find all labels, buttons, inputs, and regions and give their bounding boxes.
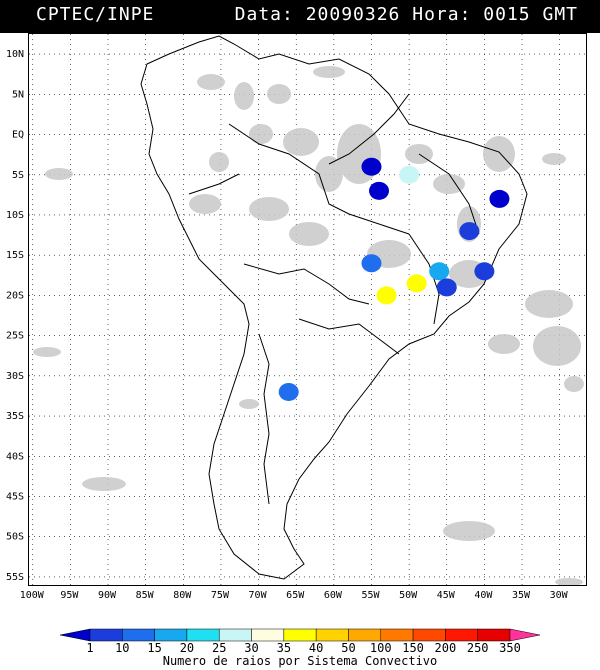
colorbar-segments [59,628,541,642]
longitude-label: 80W [173,590,192,601]
colorbar-segment [348,628,382,642]
latitude-label: 40S [6,451,24,462]
colorbar-segment [251,628,285,642]
storm-cell [459,222,480,241]
longitude-label: 95W [60,590,79,601]
latitude-labels: 10N 5N EQ 5S 10S 15S 20S 25S 30S 35S 40S 45S 50S 55S [6,49,24,583]
time-label: Hora: [412,4,472,25]
colorbar-segment [154,628,188,642]
date-value: 20090326 [305,4,401,25]
latitude-label: 50S [6,532,24,543]
colorbar-value-label: 250 [467,641,489,655]
colorbar-value-label: 50 [341,641,355,655]
storm-cell [406,274,427,293]
colorbar-max-arrow [509,628,541,642]
storm-cell [361,157,382,176]
longitude-label: 55W [361,590,380,601]
colorbar-segment [315,628,349,642]
colorbar-value-label: 15 [147,641,161,655]
colorbar-min-arrow [59,628,91,642]
longitude-label: 90W [98,590,117,601]
colorbar-labels: 1 10 15 20 25 30 35 40 50 100 150 200 250 350 [86,641,520,655]
longitude-label: 60W [324,590,343,601]
colorbar-value-label: 200 [435,641,457,655]
colorbar-value-label: 40 [309,641,323,655]
latitude-label: EQ [12,130,24,141]
storm-cell [474,262,495,281]
colorbar-value-label: 35 [277,641,291,655]
longitude-label: 85W [136,590,155,601]
colorbar-value-label: 100 [370,641,392,655]
latitude-label: 15S [6,250,24,261]
storm-cell [278,382,299,401]
latitude-label: 5N [12,89,24,100]
latitude-label: 10N [6,49,24,60]
colorbar-segment [445,628,478,642]
longitude-label: 100W [20,590,45,601]
graticule [29,34,586,585]
time-value: 0015 [483,4,531,25]
colorbar-segment [186,628,220,642]
colorbar-value-label: 20 [180,641,194,655]
longitude-label: 65W [286,590,305,601]
colorbar-value-label: 10 [115,641,129,655]
storm-cell [369,181,390,200]
source-title: CPTEC/INPE [36,4,155,25]
latitude-label: 10S [6,210,24,221]
longitude-label: 40W [474,590,493,601]
colorbar-caption: Numero de raios por Sistema Convectivo [162,654,438,668]
storm-cell [376,286,397,305]
timestamp-title: Data: 20090326 Hora: 0015 GMT [235,4,578,25]
colorbar-segment [218,628,252,642]
longitude-label: 30W [550,590,569,601]
date-label: Data: [234,4,294,25]
latitude-label: 45S [6,492,24,503]
colorbar-segment [380,628,414,642]
longitude-label: 75W [211,590,230,601]
storm-cell [361,254,382,273]
colorbar-value-label: 25 [212,641,226,655]
colorbar-segment [412,628,446,642]
latitude-label: 30S [6,371,24,382]
latitude-label: 55S [6,572,24,583]
colorbar-value-label: 350 [499,641,521,655]
cloud-cover [33,66,584,585]
colorbar-segment [122,628,155,642]
longitude-label: 70W [249,590,268,601]
continent-outline [140,35,528,580]
longitude-label: 45W [437,590,456,601]
latitude-label: 20S [6,290,24,301]
longitude-label: 50W [399,590,418,601]
latitude-label: 5S [12,170,24,181]
colorbar-segment [283,628,317,642]
colorbar-value-label: 30 [244,641,258,655]
storm-cell [489,189,510,208]
colorbar-segment [477,628,511,642]
timezone: GMT [542,4,578,25]
colorbar-value-label: 150 [402,641,424,655]
longitude-labels: 100W 95W 90W 85W 80W 75W 70W 65W 60W 55W 50W 45W 40W… [20,590,569,601]
storm-cell [399,165,420,184]
colorbar-segment [89,628,123,642]
map-axes: 10N5NEQ5S10S15S20S25S30S35S40S45S50S55S … [6,49,569,601]
storm-cell [436,278,457,297]
map-canvas [29,34,586,585]
colorbar: 1 10 15 20 25 30 35 40 50 100 150 200 250 350 [59,628,541,655]
storm-cell [429,262,450,281]
storm-cells [278,157,510,401]
title-bar: CPTEC/INPE Data: 20090326 Hora: 0015 GMT [0,0,600,33]
latitude-label: 25S [6,331,24,342]
longitude-label: 35W [512,590,531,601]
map-panel [28,33,587,586]
colorbar-value-label: 1 [86,641,93,655]
latitude-label: 35S [6,411,24,422]
